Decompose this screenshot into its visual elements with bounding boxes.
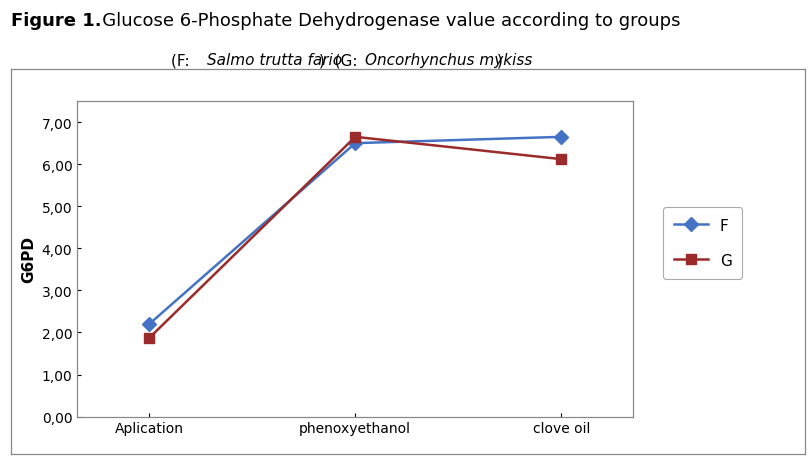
Text: ): ) — [496, 53, 502, 68]
G — [144, 335, 154, 341]
F — [556, 135, 565, 140]
Text: Oncorhynchus mykiss: Oncorhynchus mykiss — [365, 53, 532, 68]
Text: )  (G:: ) (G: — [319, 53, 362, 68]
Text: (F:: (F: — [170, 53, 199, 68]
G — [556, 157, 565, 163]
Line: G: G — [144, 133, 565, 343]
Text: Salmo trutta fario: Salmo trutta fario — [207, 53, 341, 68]
Legend: F, G: F, G — [663, 208, 741, 279]
Text: Figure 1.: Figure 1. — [11, 12, 101, 30]
G — [350, 135, 359, 140]
F — [350, 141, 359, 147]
F — [144, 322, 154, 327]
Y-axis label: G6PD: G6PD — [21, 236, 36, 283]
Line: F: F — [144, 133, 565, 329]
Text: Glucose 6-Phosphate Dehydrogenase value according to groups: Glucose 6-Phosphate Dehydrogenase value … — [85, 12, 680, 30]
